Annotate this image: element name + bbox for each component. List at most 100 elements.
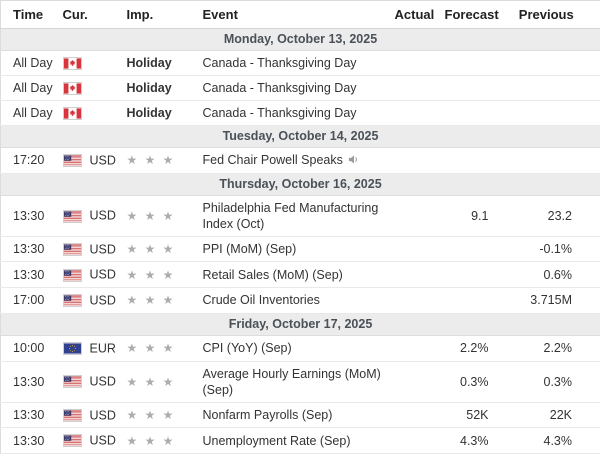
currency-cell: USD xyxy=(63,236,127,262)
event-cell: PPI (MoM) (Sep) xyxy=(203,236,395,262)
event-name[interactable]: Average Hourly Earnings (MoM) (Sep) xyxy=(203,367,381,397)
event-name[interactable]: CPI (YoY) (Sep) xyxy=(203,341,292,355)
importance-stars: ★ ★ ★ xyxy=(127,242,174,256)
actual-value xyxy=(395,101,445,126)
event-cell: Average Hourly Earnings (MoM) (Sep) xyxy=(203,361,395,402)
importance-cell: ★ ★ ★ xyxy=(127,428,203,454)
importance-cell: ★ ★ ★ xyxy=(127,361,203,402)
actual-value xyxy=(395,428,445,454)
event-cell: Crude Oil Inventories xyxy=(203,288,395,314)
event-name[interactable]: Canada - Thanksgiving Day xyxy=(203,56,357,70)
currency-cell: USD xyxy=(63,402,127,428)
forecast-value: 4.3% xyxy=(445,428,505,454)
currency-code: USD xyxy=(90,209,116,223)
previous-value xyxy=(505,76,600,101)
us-flag-icon xyxy=(63,409,82,422)
importance-cell: ★ ★ ★ xyxy=(127,148,203,174)
event-name[interactable]: Fed Chair Powell Speaks xyxy=(203,153,343,167)
col-header-forecast: Forecast xyxy=(445,1,505,29)
canada-flag-icon xyxy=(63,82,82,95)
event-cell: Canada - Thanksgiving Day xyxy=(203,51,395,76)
holiday-label: Holiday xyxy=(127,81,172,95)
forecast-value xyxy=(445,262,505,288)
previous-value: -0.1% xyxy=(505,236,600,262)
event-name[interactable]: Retail Sales (MoM) (Sep) xyxy=(203,268,343,282)
event-cell: Retail Sales (MoM) (Sep) xyxy=(203,262,395,288)
actual-value xyxy=(395,236,445,262)
currency-cell xyxy=(63,76,127,101)
forecast-value: 0.3% xyxy=(445,361,505,402)
previous-value xyxy=(505,148,600,174)
event-name[interactable]: PPI (MoM) (Sep) xyxy=(203,242,297,256)
date-section-row: Friday, October 17, 2025 xyxy=(1,313,600,335)
date-section-label: Monday, October 13, 2025 xyxy=(1,29,600,51)
holiday-label: Holiday xyxy=(127,56,172,70)
previous-value: 0.6% xyxy=(505,262,600,288)
actual-value xyxy=(395,51,445,76)
previous-value xyxy=(505,101,600,126)
col-header-actual: Actual xyxy=(395,1,445,29)
event-cell: Canada - Thanksgiving Day xyxy=(203,76,395,101)
event-name[interactable]: Nonfarm Payrolls (Sep) xyxy=(203,408,333,422)
previous-value: 2.2% xyxy=(505,335,600,361)
currency-code: USD xyxy=(90,408,116,422)
time-cell: 13:30 xyxy=(1,428,63,454)
event-row: 13:30 USD ★ ★ ★ Philadelphia Fed Manufactur… xyxy=(1,195,600,236)
date-section-label: Tuesday, October 14, 2025 xyxy=(1,126,600,148)
previous-value: 4.3% xyxy=(505,428,600,454)
currency-cell: USD xyxy=(63,361,127,402)
previous-value: 22K xyxy=(505,402,600,428)
importance-stars: ★ ★ ★ xyxy=(127,293,174,307)
currency-code: EUR xyxy=(90,342,116,356)
forecast-value: 2.2% xyxy=(445,335,505,361)
event-row: All Day Holiday Canada - Thanksgiving Day xyxy=(1,51,600,76)
event-name[interactable]: Unemployment Rate (Sep) xyxy=(203,434,351,448)
us-flag-icon xyxy=(63,154,82,167)
us-flag-icon xyxy=(63,269,82,282)
event-cell: CPI (YoY) (Sep) xyxy=(203,335,395,361)
event-name[interactable]: Canada - Thanksgiving Day xyxy=(203,81,357,95)
actual-value xyxy=(395,335,445,361)
col-header-currency: Cur. xyxy=(63,1,127,29)
currency-cell xyxy=(63,51,127,76)
event-cell: Philadelphia Fed Manufacturing Index (Oc… xyxy=(203,195,395,236)
importance-cell: ★ ★ ★ xyxy=(127,195,203,236)
col-header-importance: Imp. xyxy=(127,1,203,29)
event-cell: Nonfarm Payrolls (Sep) xyxy=(203,402,395,428)
actual-value xyxy=(395,195,445,236)
us-flag-icon xyxy=(63,294,82,307)
currency-code: USD xyxy=(90,375,116,389)
importance-cell: ★ ★ ★ xyxy=(127,288,203,314)
canada-flag-icon xyxy=(63,107,82,120)
time-cell: 13:30 xyxy=(1,195,63,236)
currency-cell: USD xyxy=(63,262,127,288)
time-cell: 17:00 xyxy=(1,288,63,314)
time-cell: All Day xyxy=(1,51,63,76)
event-name[interactable]: Philadelphia Fed Manufacturing Index (Oc… xyxy=(203,201,379,231)
event-row: 13:30 USD ★ ★ ★ Unemployment Rate (Sep) 4.3%… xyxy=(1,428,600,454)
event-name[interactable]: Crude Oil Inventories xyxy=(203,293,320,307)
event-name[interactable]: Canada - Thanksgiving Day xyxy=(203,106,357,120)
time-cell: 17:20 xyxy=(1,148,63,174)
importance-cell: ★ ★ ★ xyxy=(127,262,203,288)
currency-code: USD xyxy=(90,242,116,256)
forecast-value xyxy=(445,148,505,174)
importance-stars: ★ ★ ★ xyxy=(127,209,174,223)
col-header-time: Time xyxy=(1,1,63,29)
eu-flag-icon xyxy=(63,342,82,355)
event-cell: Fed Chair Powell Speaks xyxy=(203,148,395,174)
us-flag-icon xyxy=(63,375,82,388)
currency-code: USD xyxy=(90,268,116,282)
currency-code: USD xyxy=(90,434,116,448)
importance-cell: ★ ★ ★ xyxy=(127,335,203,361)
importance-stars: ★ ★ ★ xyxy=(127,434,174,448)
currency-code: USD xyxy=(90,294,116,308)
us-flag-icon xyxy=(63,434,82,447)
us-flag-icon xyxy=(63,210,82,223)
